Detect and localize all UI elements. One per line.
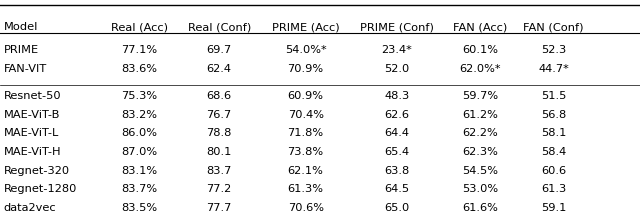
Text: Regnet-320: Regnet-320	[4, 166, 70, 176]
Text: 60.6: 60.6	[541, 166, 566, 176]
Text: 56.8: 56.8	[541, 110, 566, 120]
Text: 60.1%: 60.1%	[462, 45, 498, 55]
Text: 61.3%: 61.3%	[287, 184, 324, 194]
Text: 62.1%: 62.1%	[287, 166, 324, 176]
Text: 48.3: 48.3	[384, 91, 410, 101]
Text: data2vec: data2vec	[4, 203, 56, 213]
Text: 77.2: 77.2	[207, 184, 232, 194]
Text: 63.8: 63.8	[384, 166, 410, 176]
Text: MAE-ViT-B: MAE-ViT-B	[4, 110, 60, 120]
Text: 83.1%: 83.1%	[121, 166, 157, 176]
Text: MAE-ViT-H: MAE-ViT-H	[4, 147, 61, 157]
Text: 60.9%: 60.9%	[287, 91, 324, 101]
Text: 83.2%: 83.2%	[121, 110, 157, 120]
Text: 65.0: 65.0	[384, 203, 410, 213]
Text: MAE-ViT-L: MAE-ViT-L	[4, 128, 59, 138]
Text: 83.7%: 83.7%	[121, 184, 157, 194]
Text: 64.4: 64.4	[384, 128, 410, 138]
Text: FAN-VIT: FAN-VIT	[4, 64, 47, 74]
Text: 53.0%: 53.0%	[462, 184, 498, 194]
Text: PRIME: PRIME	[4, 45, 39, 55]
Text: 52.3: 52.3	[541, 45, 566, 55]
Text: 58.4: 58.4	[541, 147, 566, 157]
Text: 70.4%: 70.4%	[287, 110, 324, 120]
Text: 61.3: 61.3	[541, 184, 566, 194]
Text: 62.0%*: 62.0%*	[460, 64, 500, 74]
Text: 78.8: 78.8	[207, 128, 232, 138]
Text: 52.0: 52.0	[384, 64, 410, 74]
Text: 70.6%: 70.6%	[287, 203, 324, 213]
Text: 87.0%: 87.0%	[121, 147, 157, 157]
Text: 75.3%: 75.3%	[121, 91, 157, 101]
Text: 59.7%: 59.7%	[462, 91, 498, 101]
Text: 69.7: 69.7	[207, 45, 232, 55]
Text: Real (Acc): Real (Acc)	[111, 22, 168, 33]
Text: 62.3%: 62.3%	[462, 147, 498, 157]
Text: 80.1: 80.1	[207, 147, 232, 157]
Text: Model: Model	[4, 22, 38, 33]
Text: 62.6: 62.6	[384, 110, 410, 120]
Text: 59.1: 59.1	[541, 203, 566, 213]
Text: 86.0%: 86.0%	[121, 128, 157, 138]
Text: 83.5%: 83.5%	[121, 203, 157, 213]
Text: 62.4: 62.4	[207, 64, 232, 74]
Text: 23.4*: 23.4*	[381, 45, 412, 55]
Text: 64.5: 64.5	[384, 184, 410, 194]
Text: 83.6%: 83.6%	[121, 64, 157, 74]
Text: 68.6: 68.6	[207, 91, 232, 101]
Text: 65.4: 65.4	[384, 147, 410, 157]
Text: 51.5: 51.5	[541, 91, 566, 101]
Text: FAN (Acc): FAN (Acc)	[453, 22, 507, 33]
Text: 62.2%: 62.2%	[462, 128, 498, 138]
Text: 77.7: 77.7	[207, 203, 232, 213]
Text: 73.8%: 73.8%	[287, 147, 324, 157]
Text: 44.7*: 44.7*	[538, 64, 569, 74]
Text: 70.9%: 70.9%	[287, 64, 324, 74]
Text: PRIME (Conf): PRIME (Conf)	[360, 22, 434, 33]
Text: Regnet-1280: Regnet-1280	[4, 184, 77, 194]
Text: 76.7: 76.7	[207, 110, 232, 120]
Text: PRIME (Acc): PRIME (Acc)	[272, 22, 339, 33]
Text: 71.8%: 71.8%	[287, 128, 324, 138]
Text: FAN (Conf): FAN (Conf)	[524, 22, 584, 33]
Text: 54.5%: 54.5%	[462, 166, 498, 176]
Text: 54.0%*: 54.0%*	[285, 45, 326, 55]
Text: 77.1%: 77.1%	[121, 45, 157, 55]
Text: 61.6%: 61.6%	[462, 203, 498, 213]
Text: 58.1: 58.1	[541, 128, 566, 138]
Text: Real (Conf): Real (Conf)	[188, 22, 251, 33]
Text: 83.7: 83.7	[207, 166, 232, 176]
Text: Resnet-50: Resnet-50	[4, 91, 61, 101]
Text: 61.2%: 61.2%	[462, 110, 498, 120]
